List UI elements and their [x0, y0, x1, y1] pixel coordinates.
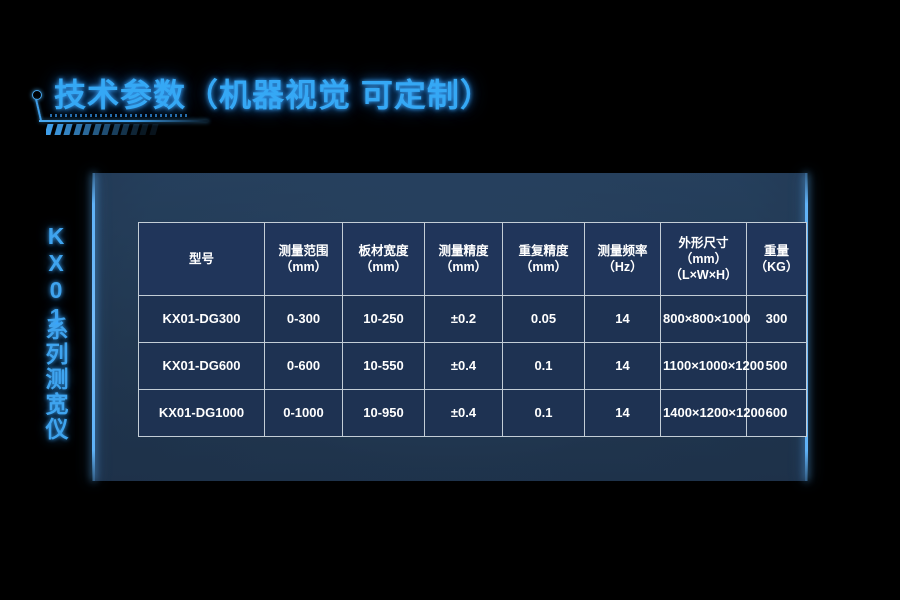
cell-weight: 600	[746, 389, 807, 437]
table-header: 型号 测量范围 （mm） 板材宽度 （mm） 测量精度 （mm）	[138, 222, 807, 296]
th-measuring-range-l1: 测量范围	[278, 243, 329, 258]
table-header-row: 型号 测量范围 （mm） 板材宽度 （mm） 测量精度 （mm）	[138, 222, 807, 296]
cell-accuracy: ±0.2	[424, 295, 503, 343]
slanted-bar	[91, 124, 102, 135]
cell-accuracy: ±0.4	[424, 389, 503, 437]
table-body: KX01-DG300 0-300 10-250 ±0.2 0.05 14 800…	[138, 295, 807, 437]
slanted-bar	[72, 124, 83, 135]
th-accuracy: 测量精度 （mm）	[424, 222, 503, 296]
side-label-series: 系列测宽仪	[42, 317, 68, 442]
cell-weight: 300	[746, 295, 807, 343]
cell-accuracy: ±0.4	[424, 342, 503, 390]
cell-plate-width: 10-550	[342, 342, 425, 390]
cell-range: 0-1000	[264, 389, 343, 437]
th-dimensions-l1: 外形尺寸	[678, 235, 729, 250]
th-weight: 重量 （KG）	[746, 222, 807, 296]
cell-model: KX01-DG1000	[138, 389, 265, 437]
th-dimensions: 外形尺寸 （mm） （L×W×H）	[660, 222, 747, 296]
th-plate-width-l1: 板材宽度	[358, 243, 409, 258]
cell-repeatability: 0.05	[502, 295, 585, 343]
cell-frequency: 14	[584, 389, 661, 437]
cell-frequency: 14	[584, 342, 661, 390]
side-label: KX01 系列测宽仪	[10, 215, 100, 445]
table-row: KX01-DG1000 0-1000 10-950 ±0.4 0.1 14 14…	[138, 389, 807, 437]
cell-model: KX01-DG300	[138, 295, 265, 343]
th-repeatability-l2: （mm）	[519, 260, 568, 274]
slanted-bar	[129, 124, 140, 135]
specifications-table: 型号 测量范围 （mm） 板材宽度 （mm） 测量精度 （mm）	[138, 222, 807, 437]
cell-repeatability: 0.1	[502, 389, 585, 437]
cell-plate-width: 10-950	[342, 389, 425, 437]
panel-right-accent-bar	[805, 173, 808, 481]
cell-dimensions: 1100×1000×1200	[660, 342, 764, 390]
slanted-bar	[110, 124, 121, 135]
slanted-bar	[148, 124, 159, 135]
slanted-bar	[63, 124, 73, 135]
panel-left-accent-bar	[92, 173, 95, 481]
th-accuracy-l1: 测量精度	[438, 243, 489, 258]
th-frequency-l2: （Hz）	[602, 260, 643, 274]
cell-weight: 500	[746, 342, 807, 390]
th-plate-width: 板材宽度 （mm）	[342, 222, 425, 296]
table-row: KX01-DG600 0-600 10-550 ±0.4 0.1 14 1100…	[138, 342, 807, 390]
underline-rule-decoration	[39, 120, 209, 122]
cell-frequency: 14	[584, 295, 661, 343]
th-dimensions-l2: （mm）	[679, 251, 728, 266]
side-label-model: KX01	[43, 223, 69, 331]
slanted-bar	[53, 124, 64, 135]
title-block: 技术参数（机器视觉 可定制）	[28, 70, 548, 142]
spec-panel: 型号 测量范围 （mm） 板材宽度 （mm） 测量精度 （mm）	[92, 173, 808, 481]
th-model-l1: 型号	[188, 251, 214, 266]
dotted-line-decoration	[50, 114, 190, 117]
cell-model: KX01-DG600	[138, 342, 265, 390]
slanted-bar	[120, 124, 130, 135]
diagonal-connector-icon	[35, 98, 42, 121]
th-repeatability-l1: 重复精度	[518, 243, 569, 258]
th-weight-l2: （KG）	[754, 260, 799, 274]
slanted-bars-decoration	[46, 124, 176, 135]
th-plate-width-l2: （mm）	[359, 260, 408, 274]
cell-plate-width: 10-250	[342, 295, 425, 343]
th-repeatability: 重复精度 （mm）	[502, 222, 585, 296]
th-weight-l1: 重量	[763, 243, 789, 258]
th-dimensions-l3: （L×W×H）	[669, 268, 738, 283]
th-frequency: 测量频率 （Hz）	[584, 222, 661, 296]
th-frequency-l1: 测量频率	[597, 243, 648, 258]
slanted-bar	[46, 124, 54, 135]
cell-range: 0-600	[264, 342, 343, 390]
th-measuring-range-l2: （mm）	[279, 260, 328, 274]
th-model: 型号	[138, 222, 265, 296]
slanted-bar	[139, 124, 149, 135]
cell-range: 0-300	[264, 295, 343, 343]
th-accuracy-l2: （mm）	[439, 260, 488, 274]
table-row: KX01-DG300 0-300 10-250 ±0.2 0.05 14 800…	[138, 295, 807, 343]
cell-repeatability: 0.1	[502, 342, 585, 390]
slanted-bar	[101, 124, 111, 135]
page-title: 技术参数（机器视觉 可定制）	[54, 77, 493, 113]
th-measuring-range: 测量范围 （mm）	[264, 222, 343, 296]
cell-dimensions: 800×800×1000	[660, 295, 750, 343]
cell-dimensions: 1400×1200×1200	[660, 389, 765, 437]
slanted-bar	[82, 124, 92, 135]
